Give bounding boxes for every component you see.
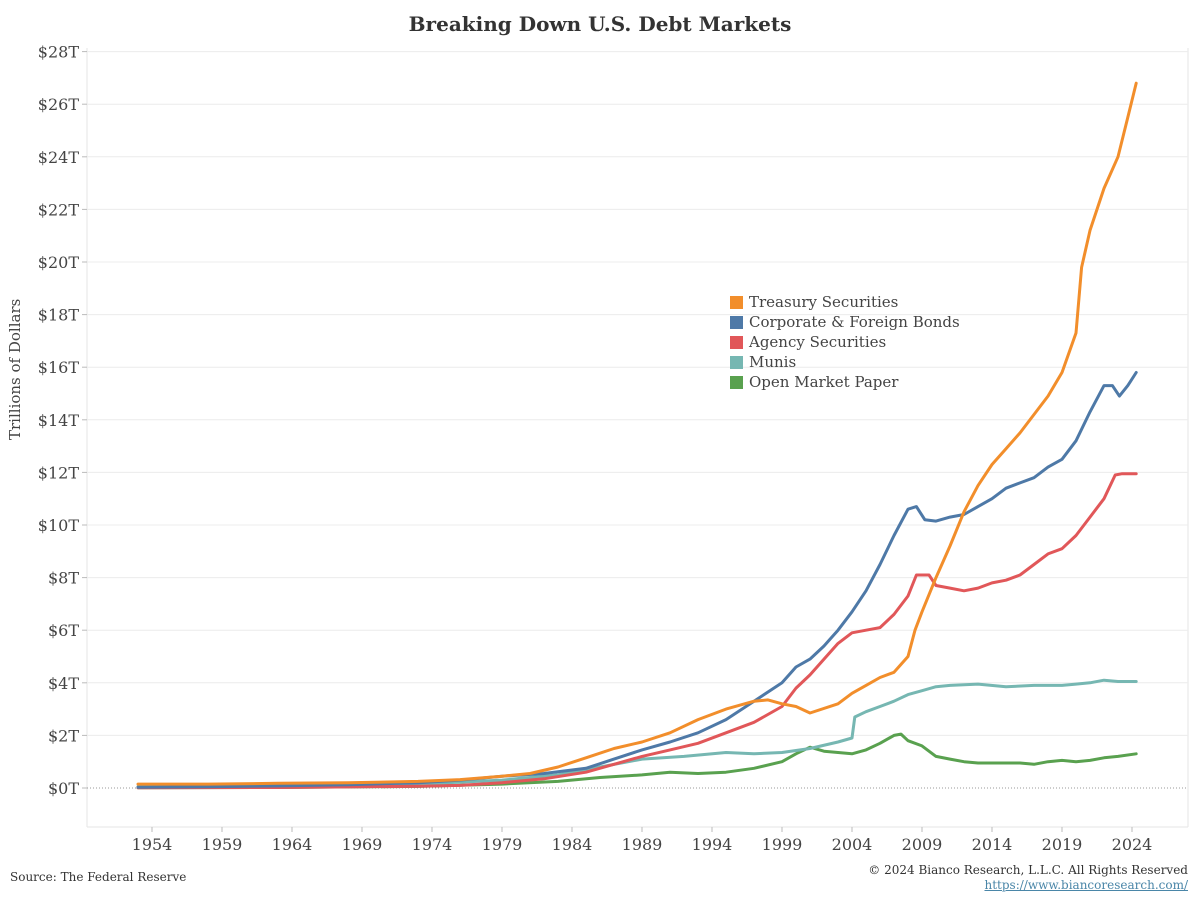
legend-label-treasury: Treasury Securities: [749, 293, 899, 311]
legend-item-corporate: Corporate & Foreign Bonds: [730, 312, 960, 332]
y-tick-label: $20T: [38, 253, 80, 272]
legend-swatch-agency: [730, 335, 743, 349]
x-tick-label: 1974: [412, 835, 453, 854]
legend-label-corporate: Corporate & Foreign Bonds: [749, 313, 960, 331]
x-tick-label: 1979: [482, 835, 523, 854]
y-tick-label: $10T: [38, 516, 80, 535]
legend-item-munis: Munis: [730, 352, 960, 372]
x-tick-label: 2024: [1112, 835, 1153, 854]
source-note: Source: The Federal Reserve: [10, 870, 187, 884]
x-tick-label: 1994: [692, 835, 733, 854]
x-tick-label: 1959: [202, 835, 243, 854]
x-tick-label: 1954: [132, 835, 173, 854]
x-tick-label: 1989: [622, 835, 663, 854]
x-tick-label: 1969: [342, 835, 383, 854]
legend-item-open-market-paper: Open Market Paper: [730, 372, 960, 392]
copyright-text: © 2024 Bianco Research, L.L.C. All Right…: [868, 863, 1188, 877]
legend: Treasury Securities Corporate & Foreign …: [730, 292, 960, 392]
x-tick-label: 1999: [762, 835, 803, 854]
y-tick-label: $16T: [38, 358, 80, 377]
series-line-munis: [136, 678, 1138, 789]
y-tick-label: $26T: [38, 95, 80, 114]
legend-item-agency: Agency Securities: [730, 332, 960, 352]
website-link[interactable]: https://www.biancoresearch.com/: [984, 878, 1188, 892]
x-tick-label: 1964: [272, 835, 313, 854]
legend-label-agency: Agency Securities: [749, 333, 887, 351]
legend-label-munis: Munis: [749, 353, 797, 371]
y-tick-label: $14T: [38, 411, 80, 430]
x-tick-label: 1984: [552, 835, 593, 854]
chart-title: Breaking Down U.S. Debt Markets: [408, 12, 792, 36]
x-tick-label: 2004: [832, 835, 873, 854]
legend-label-open-market-paper: Open Market Paper: [749, 373, 899, 391]
y-tick-label: $2T: [48, 726, 79, 745]
copyright-block: © 2024 Bianco Research, L.L.C. All Right…: [868, 863, 1188, 893]
y-tick-label: $6T: [48, 621, 79, 640]
y-axis-label: Trillions of Dollars: [6, 298, 24, 440]
series-line-agency-securities: [136, 472, 1138, 790]
y-tick-label: $4T: [48, 674, 79, 693]
y-tick-label: $22T: [38, 200, 80, 219]
series-line-treasury-securities: [136, 81, 1138, 786]
legend-swatch-munis: [730, 355, 743, 369]
x-tick-label: 2014: [972, 835, 1013, 854]
x-tick-label: 2019: [1042, 835, 1083, 854]
y-tick-label: $8T: [48, 569, 79, 588]
x-tick-label: 2009: [902, 835, 943, 854]
y-tick-label: $24T: [38, 148, 80, 167]
legend-item-treasury: Treasury Securities: [730, 292, 960, 312]
legend-swatch-corporate: [730, 315, 743, 329]
series-line-corporate-foreign-bonds: [136, 371, 1138, 789]
legend-swatch-treasury: [730, 295, 743, 309]
legend-swatch-open-market-paper: [730, 375, 743, 389]
y-tick-label: $12T: [38, 463, 80, 482]
y-tick-label: $18T: [38, 306, 80, 325]
y-tick-label: $0T: [48, 779, 79, 798]
series-line-open-market-paper: [136, 732, 1138, 790]
y-tick-label: $28T: [38, 43, 80, 62]
